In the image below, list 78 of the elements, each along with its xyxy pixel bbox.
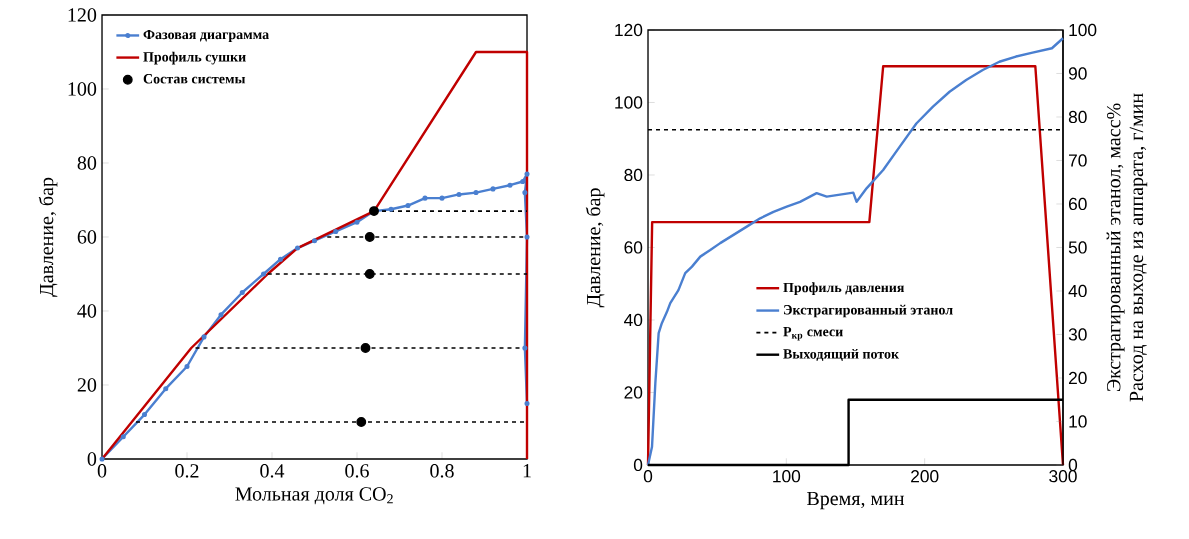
point	[239, 289, 245, 296]
y-tick-label: 40	[624, 313, 643, 327]
point	[201, 334, 207, 340]
point	[356, 417, 367, 427]
x-tick-label: 300	[1049, 470, 1077, 483]
y2-tick-label: 20	[1068, 371, 1087, 385]
point	[260, 271, 267, 277]
point	[507, 182, 513, 188]
legend-label: Выходящий поток	[783, 348, 900, 361]
point	[439, 195, 445, 201]
y2-tick-label: 70	[1069, 154, 1087, 167]
y-tick-label: 120	[615, 23, 643, 37]
x-tick-label: 0.4	[260, 464, 285, 478]
x-tick-label: 0	[97, 464, 107, 478]
y2-tick-label: 100	[1069, 23, 1097, 37]
y-tick-label: 40	[77, 304, 97, 318]
point	[277, 256, 284, 262]
y2-tick-label: 80	[1068, 110, 1087, 124]
y-tick-label: 100	[68, 82, 97, 96]
x-tick-label: 0.8	[430, 464, 454, 478]
y-tick-label: 60	[77, 230, 97, 244]
point	[294, 245, 301, 251]
y2-tick-label: 40	[1068, 284, 1087, 298]
point	[405, 203, 411, 209]
text: Расход на выходе из аппарата, г/мин	[1129, 93, 1148, 402]
point	[218, 312, 224, 318]
x-tick-label: 200	[911, 470, 939, 483]
point	[311, 238, 318, 244]
x-tick-label: 0.2	[175, 464, 199, 478]
y-tick-label: 80	[624, 168, 643, 182]
point	[141, 412, 148, 418]
point	[360, 343, 371, 353]
y-tick-label: 20	[624, 386, 643, 399]
point	[364, 269, 375, 279]
point	[184, 363, 190, 370]
point	[520, 178, 526, 185]
y-tick-label: 20	[77, 378, 97, 392]
point	[522, 345, 528, 351]
legend-label: Профиль сушки	[143, 51, 246, 65]
y-tick-label: 60	[624, 241, 643, 254]
y2-tick-label: 50	[1068, 241, 1087, 254]
point	[422, 195, 428, 201]
y2-tick-label: 30	[1068, 328, 1087, 341]
point	[333, 228, 339, 234]
x-tick-label: 1	[523, 464, 531, 478]
y-tick-label: 80	[77, 156, 97, 170]
point	[490, 186, 496, 192]
point	[522, 190, 528, 196]
y2-tick-label: 10	[1069, 415, 1087, 428]
legend-label: Фазовая диаграмма	[143, 29, 269, 43]
text: Экстрагированный этанол, масс%	[1106, 103, 1125, 392]
y-tick-label: 100	[615, 96, 643, 109]
point	[364, 232, 375, 242]
point	[354, 219, 360, 225]
y-tick-label: 120	[68, 8, 97, 22]
x-tick-label: 0	[643, 470, 653, 483]
point	[524, 234, 530, 240]
point	[163, 386, 169, 392]
legend-label: Профиль давления	[783, 282, 905, 296]
point	[456, 191, 462, 197]
legend-label: P$_{кр}$ смеси	[783, 327, 843, 341]
point	[473, 190, 479, 196]
point	[120, 434, 126, 440]
point	[388, 206, 394, 212]
legend-label: Экстрагированный этанол	[783, 304, 953, 318]
x-axis-title: Мольная доля CO$_{2}$	[235, 487, 393, 505]
x-axis-title: Время, мин	[807, 491, 905, 510]
x-tick-label: 100	[773, 470, 801, 483]
y-axis-title: Давление, бар	[38, 177, 58, 297]
y2-tick-label: 90	[1068, 67, 1087, 80]
y-axis-title: Давление, бар	[585, 188, 605, 308]
point	[524, 400, 530, 407]
point	[524, 171, 530, 177]
y2-tick-label: 60	[1068, 197, 1087, 211]
y-tick-label: 0	[87, 452, 97, 466]
x-tick-label: 0.6	[345, 464, 369, 478]
legend-label: Состав системы	[143, 74, 246, 84]
point	[99, 456, 105, 462]
